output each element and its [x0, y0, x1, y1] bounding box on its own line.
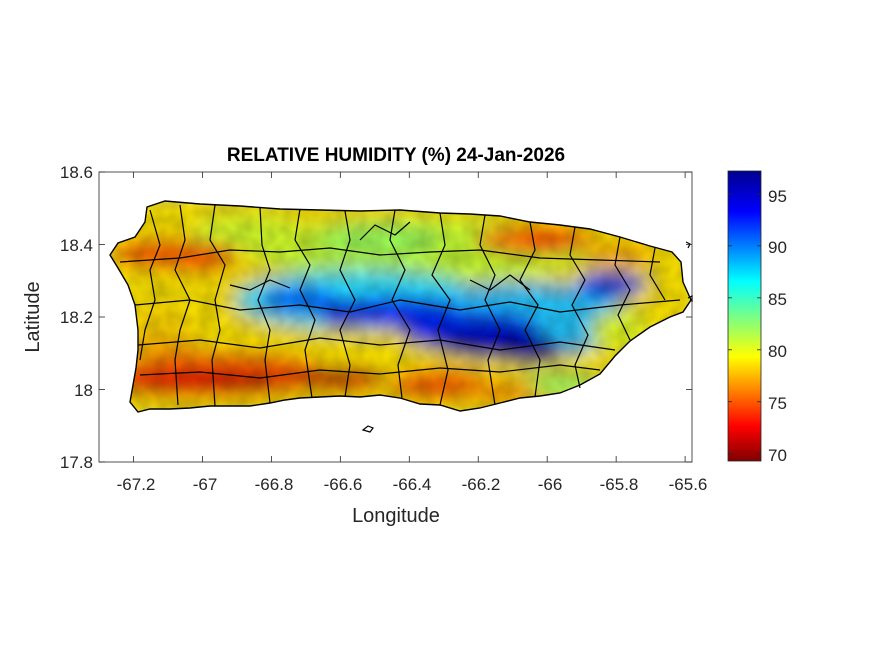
x-tick-label: -66.2	[462, 475, 501, 494]
colorbar-tick-label: 90	[768, 238, 787, 257]
colorbar-tick-label: 70	[768, 446, 787, 465]
humidity-field	[110, 201, 691, 412]
x-tick-label: -65.6	[669, 475, 708, 494]
colorbar-tick-label: 80	[768, 342, 787, 361]
y-axis-label: Latitude	[22, 281, 44, 352]
x-tick-label: -66.6	[324, 475, 363, 494]
municipality-borders	[119, 204, 681, 407]
y-tick-label: 18.4	[60, 236, 93, 255]
colorbar-tick-label: 85	[768, 290, 787, 309]
colorbar	[727, 170, 762, 462]
chart-title: RELATIVE HUMIDITY (%) 24-Jan-2026	[227, 145, 565, 166]
x-tick-label: -67	[193, 475, 218, 494]
colorbar-tick-labels: 70 75 80 85 90 95	[768, 187, 787, 465]
x-tick-label: -67.2	[117, 475, 156, 494]
y-tick-marks	[99, 171, 692, 463]
x-tick-label: -66	[538, 475, 563, 494]
y-tick-label: 18	[74, 381, 93, 400]
y-tick-labels: 17.8 18 18.2 18.4 18.6	[60, 163, 93, 472]
y-tick-label: 18.2	[60, 308, 93, 327]
colorbar-tick-label: 95	[768, 187, 787, 206]
y-tick-label: 18.6	[60, 163, 93, 182]
x-tick-label: -65.8	[600, 475, 639, 494]
x-axis-label: Longitude	[352, 505, 440, 527]
y-tick-label: 17.8	[60, 453, 93, 472]
small-islands	[361, 241, 693, 433]
colorbar-tick-label: 75	[768, 394, 787, 413]
x-tick-marks	[133, 172, 686, 462]
x-tick-labels: -67.2 -67 -66.8 -66.6 -66.4 -66.2 -66 -6…	[117, 475, 708, 494]
x-tick-label: -66.8	[255, 475, 294, 494]
x-tick-label: -66.4	[393, 475, 432, 494]
colorbar-tick-marks	[728, 193, 761, 455]
